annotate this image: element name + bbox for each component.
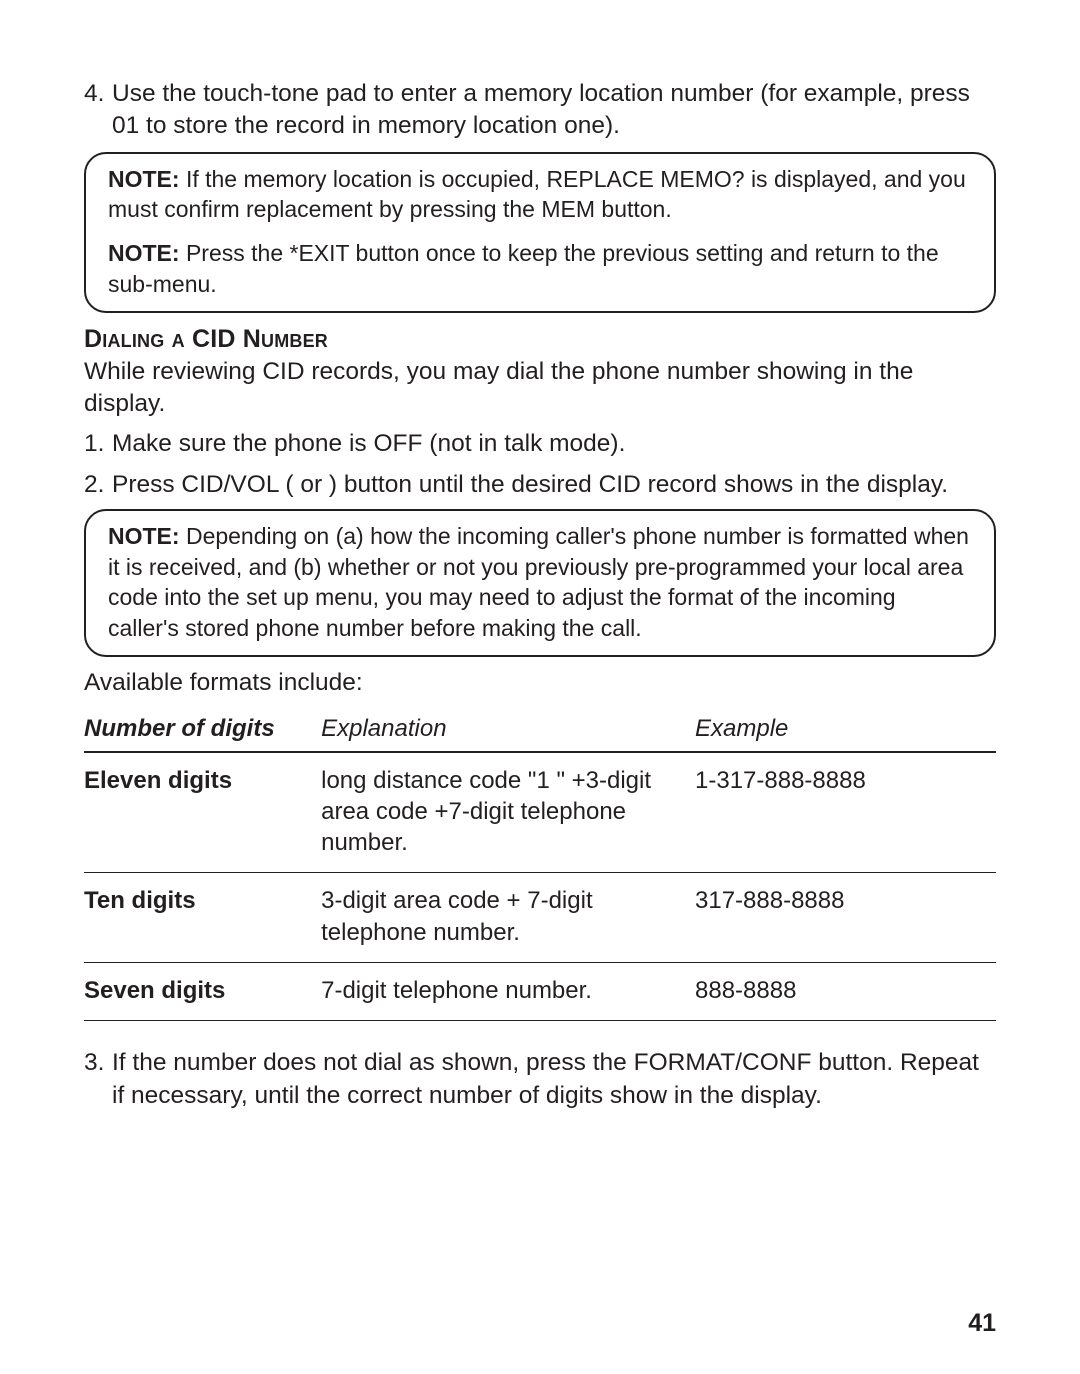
page-content: 4. Use the touch-tone pad to enter a mem… xyxy=(84,78,996,1113)
note-box-2: NOTE: Depending on (a) how the incoming … xyxy=(84,509,996,656)
available-formats-label: Available formats include: xyxy=(84,669,996,697)
note-1b: NOTE: Press the *EXIT button once to kee… xyxy=(108,238,972,299)
section-intro: While reviewing CID records, you may dia… xyxy=(84,356,996,420)
table-row: Seven digits 7-digit telephone number. 8… xyxy=(84,962,996,1020)
step-1-post: (not in talk mode). xyxy=(423,430,626,457)
section-heading: Dialing a CID Number xyxy=(84,325,996,354)
step-1-pre: Make sure the phone is xyxy=(112,430,374,457)
cell-example: 317-888-8888 xyxy=(695,873,996,962)
cell-digits: Ten digits xyxy=(84,873,321,962)
formats-table: Number of digits Explanation Example Ele… xyxy=(84,715,996,1021)
step-3-num: 3. xyxy=(84,1047,112,1113)
col-header-example: Example xyxy=(695,715,996,752)
table-header-row: Number of digits Explanation Example xyxy=(84,715,996,752)
table-row: Eleven digits long distance code "1 " +3… xyxy=(84,752,996,873)
note-label: NOTE: xyxy=(108,240,180,266)
col-header-explanation: Explanation xyxy=(321,715,695,752)
step-4: 4. Use the touch-tone pad to enter a mem… xyxy=(84,78,996,142)
cell-example: 888-8888 xyxy=(695,962,996,1020)
cell-explanation: 7-digit telephone number. xyxy=(321,962,695,1020)
cell-digits: Eleven digits xyxy=(84,752,321,873)
note-1a-text: If the memory location is occupied, REPL… xyxy=(108,166,966,222)
cell-digits: Seven digits xyxy=(84,962,321,1020)
step-1-num: 1. xyxy=(84,428,112,461)
step-2-num: 2. xyxy=(84,469,112,502)
note-2: NOTE: Depending on (a) how the incoming … xyxy=(108,521,972,642)
cell-explanation: long distance code "1 " +3-digit area co… xyxy=(321,752,695,873)
step-1-text: Make sure the phone is OFF (not in talk … xyxy=(112,428,996,461)
table-row: Ten digits 3-digit area code + 7-digit t… xyxy=(84,873,996,962)
step-4-text: Use the touch-tone pad to enter a memory… xyxy=(112,78,996,142)
cell-example: 1-317-888-8888 xyxy=(695,752,996,873)
steps-list: 1. Make sure the phone is OFF (not in ta… xyxy=(84,428,996,502)
step-4-num: 4. xyxy=(84,78,112,142)
step-1-bold: OFF xyxy=(374,430,423,457)
note-1a: NOTE: If the memory location is occupied… xyxy=(108,164,972,225)
step-3: 3. If the number does not dial as shown,… xyxy=(84,1047,996,1113)
col-header-digits: Number of digits xyxy=(84,715,321,752)
page-number: 41 xyxy=(968,1309,996,1338)
note-1b-text: Press the *EXIT button once to keep the … xyxy=(108,240,939,296)
step-3-text: If the number does not dial as shown, pr… xyxy=(112,1047,996,1113)
note-label: NOTE: xyxy=(108,166,180,192)
step-1: 1. Make sure the phone is OFF (not in ta… xyxy=(84,428,996,461)
note-label: NOTE: xyxy=(108,523,180,549)
step-2: 2. Press CID/VOL ( or ) button until the… xyxy=(84,469,996,502)
note-box-1: NOTE: If the memory location is occupied… xyxy=(84,152,996,313)
cell-explanation: 3-digit area code + 7-digit telephone nu… xyxy=(321,873,695,962)
step-2-text: Press CID/VOL ( or ) button until the de… xyxy=(112,469,996,502)
note-2-text: Depending on (a) how the incoming caller… xyxy=(108,523,969,640)
